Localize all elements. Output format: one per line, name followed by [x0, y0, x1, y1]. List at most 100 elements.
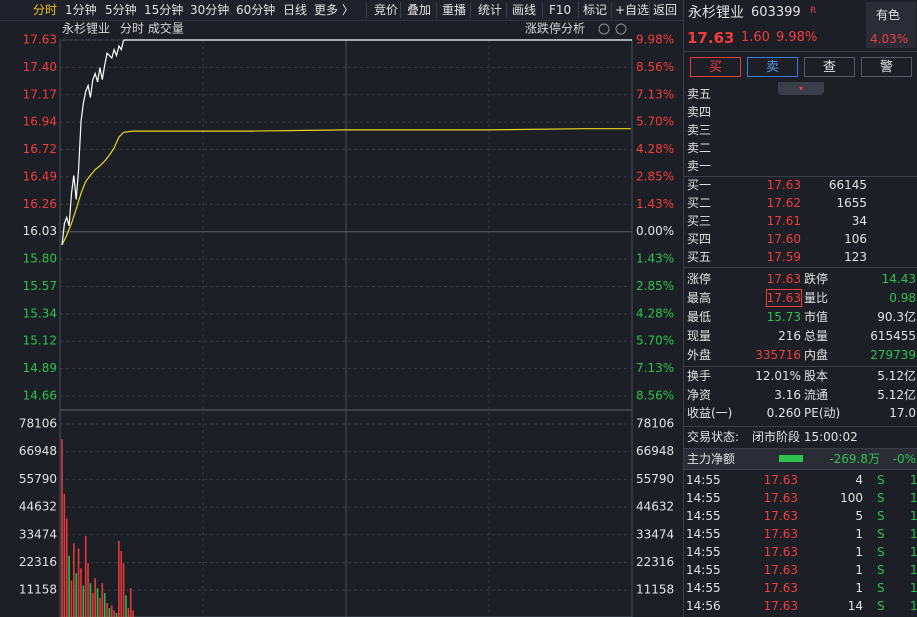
stat-label: 现量: [687, 329, 712, 343]
pct-tick-label: 5.70%: [636, 334, 674, 348]
period-tab[interactable]: 1分钟: [65, 3, 97, 17]
period-tab[interactable]: 日线: [283, 3, 308, 17]
price-tick-label: 16.94: [23, 115, 57, 129]
pct-tick-label: 7.13%: [636, 87, 674, 101]
sector-name[interactable]: 有色: [876, 8, 901, 22]
action-button[interactable]: 查: [804, 57, 855, 77]
volume-tick-label: 11158: [19, 583, 57, 597]
tool-button[interactable]: +自选: [615, 3, 650, 17]
price-tick-label: 14.66: [23, 389, 57, 403]
intraday-chart: 永杉锂业 分时 成交量 涨跌停分析 17.63 9.98% 17.40 8.56% 17…: [7, 3, 674, 617]
ask-label: 卖三: [687, 123, 712, 137]
stat-value: 615455: [870, 329, 916, 343]
period-tab[interactable]: 更多 〉: [314, 3, 354, 17]
volume-bar: [61, 439, 63, 617]
volume-bar: [92, 593, 94, 617]
volume-tick-label: 44632: [636, 500, 674, 514]
fundamental-label: 换手: [687, 369, 712, 383]
period-tab[interactable]: 5分钟: [105, 3, 137, 17]
ask-label: 卖一: [687, 159, 712, 173]
trade-price: 17.63: [763, 563, 798, 577]
price-tick-label: 16.26: [23, 197, 57, 211]
ask-label: 卖二: [687, 141, 712, 155]
tool-button[interactable]: 竞价: [374, 3, 399, 17]
stat-value: 216: [778, 329, 801, 343]
tool-button[interactable]: 标记: [583, 3, 608, 17]
toolbar-separator: [649, 2, 650, 18]
trade-volume: 1: [855, 545, 863, 559]
volume-bar: [113, 610, 115, 617]
change-percent: 9.98%: [776, 30, 818, 45]
stat-value: 90.3亿: [877, 310, 916, 324]
pct-tick-label: 8.56%: [636, 60, 674, 74]
trade-side: S: [877, 599, 885, 613]
trade-time: 14:55: [686, 473, 721, 487]
fundamental-value: 17.0: [889, 406, 916, 420]
action-button[interactable]: 卖: [747, 57, 798, 77]
fundamental-value: 5.12亿: [877, 369, 916, 383]
volume-bar: [77, 548, 80, 617]
volume-tick-label: 78106: [636, 417, 674, 431]
trade-side: S: [877, 473, 885, 487]
sector-box[interactable]: [866, 2, 916, 48]
bid-price: 17.60: [766, 232, 801, 246]
trade-volume: 1: [855, 581, 863, 595]
period-tab[interactable]: 15分钟: [144, 3, 184, 17]
add-icon[interactable]: [598, 23, 610, 35]
fundamental-value: 5.12亿: [877, 387, 916, 402]
volume-tick-label: 66948: [19, 444, 57, 458]
close-icon[interactable]: [615, 23, 627, 35]
volume-tick-label: 22316: [19, 555, 57, 569]
fundamental-value: 12.01%: [755, 369, 801, 383]
stat-label: 内盘: [804, 348, 829, 362]
pct-tick-label: 2.85%: [636, 169, 674, 183]
tool-button[interactable]: 画线: [512, 3, 537, 17]
stock-name: 永杉锂业: [62, 21, 110, 36]
toolbar: 分时 1分钟 5分钟 15分钟 30分钟 60分钟 日线 更多 〉 竞价 叠加 重播 统计 画线 F10 标…: [0, 0, 683, 21]
fundamental-label: 股本: [804, 369, 829, 383]
volume-bar: [96, 588, 99, 617]
trade-volume: 100: [840, 491, 863, 505]
volume-bar: [75, 573, 78, 617]
trade-time: 14:55: [686, 527, 721, 541]
trade-volume: 14: [847, 599, 863, 613]
trade-side: S: [877, 491, 885, 505]
collapse-tab[interactable]: ▾: [778, 82, 824, 95]
tool-button[interactable]: 重播: [442, 3, 467, 17]
main-flow-percent: -0%: [892, 452, 916, 466]
stat-label: 量比: [804, 291, 829, 305]
volume-bar: [70, 580, 73, 617]
separator: [684, 267, 917, 268]
trade-side: S: [877, 545, 885, 559]
toolbar-separator: [366, 2, 367, 18]
period-tab[interactable]: 30分钟: [190, 3, 230, 17]
price-tick-label: 15.80: [23, 252, 57, 266]
action-button[interactable]: 警: [861, 57, 912, 77]
stat-label: 涨停: [687, 272, 712, 286]
volume-bar: [115, 612, 118, 617]
volume-tick-label: 11158: [636, 583, 674, 597]
trade-price: 17.63: [763, 491, 798, 505]
price-tick-label: 17.63: [23, 33, 57, 47]
tool-button[interactable]: 叠加: [407, 3, 432, 17]
limit-analysis[interactable]: 涨跌停分析: [525, 21, 585, 36]
separator: [684, 469, 917, 470]
period-tab[interactable]: 60分钟: [236, 3, 276, 17]
trade-side: S: [877, 527, 885, 541]
pct-tick-label: 7.13%: [636, 361, 674, 375]
separator: [684, 366, 917, 367]
action-button[interactable]: 买: [690, 57, 741, 77]
stat-label: 跌停: [804, 272, 829, 286]
tool-button[interactable]: F10: [549, 3, 572, 17]
price-tick-label: 16.03: [23, 224, 57, 238]
tool-button[interactable]: 返回: [653, 3, 678, 17]
price-tick-label: 17.17: [23, 87, 57, 101]
period-tab[interactable]: 分时: [33, 3, 58, 17]
tool-button[interactable]: 统计: [478, 3, 503, 17]
stat-value: 14.43: [881, 272, 916, 286]
last-price: 17.63: [687, 29, 735, 47]
ask-label: 卖四: [687, 105, 712, 119]
pct-tick-label: 1.43%: [636, 197, 674, 211]
bid-volume: 66145: [828, 178, 867, 192]
